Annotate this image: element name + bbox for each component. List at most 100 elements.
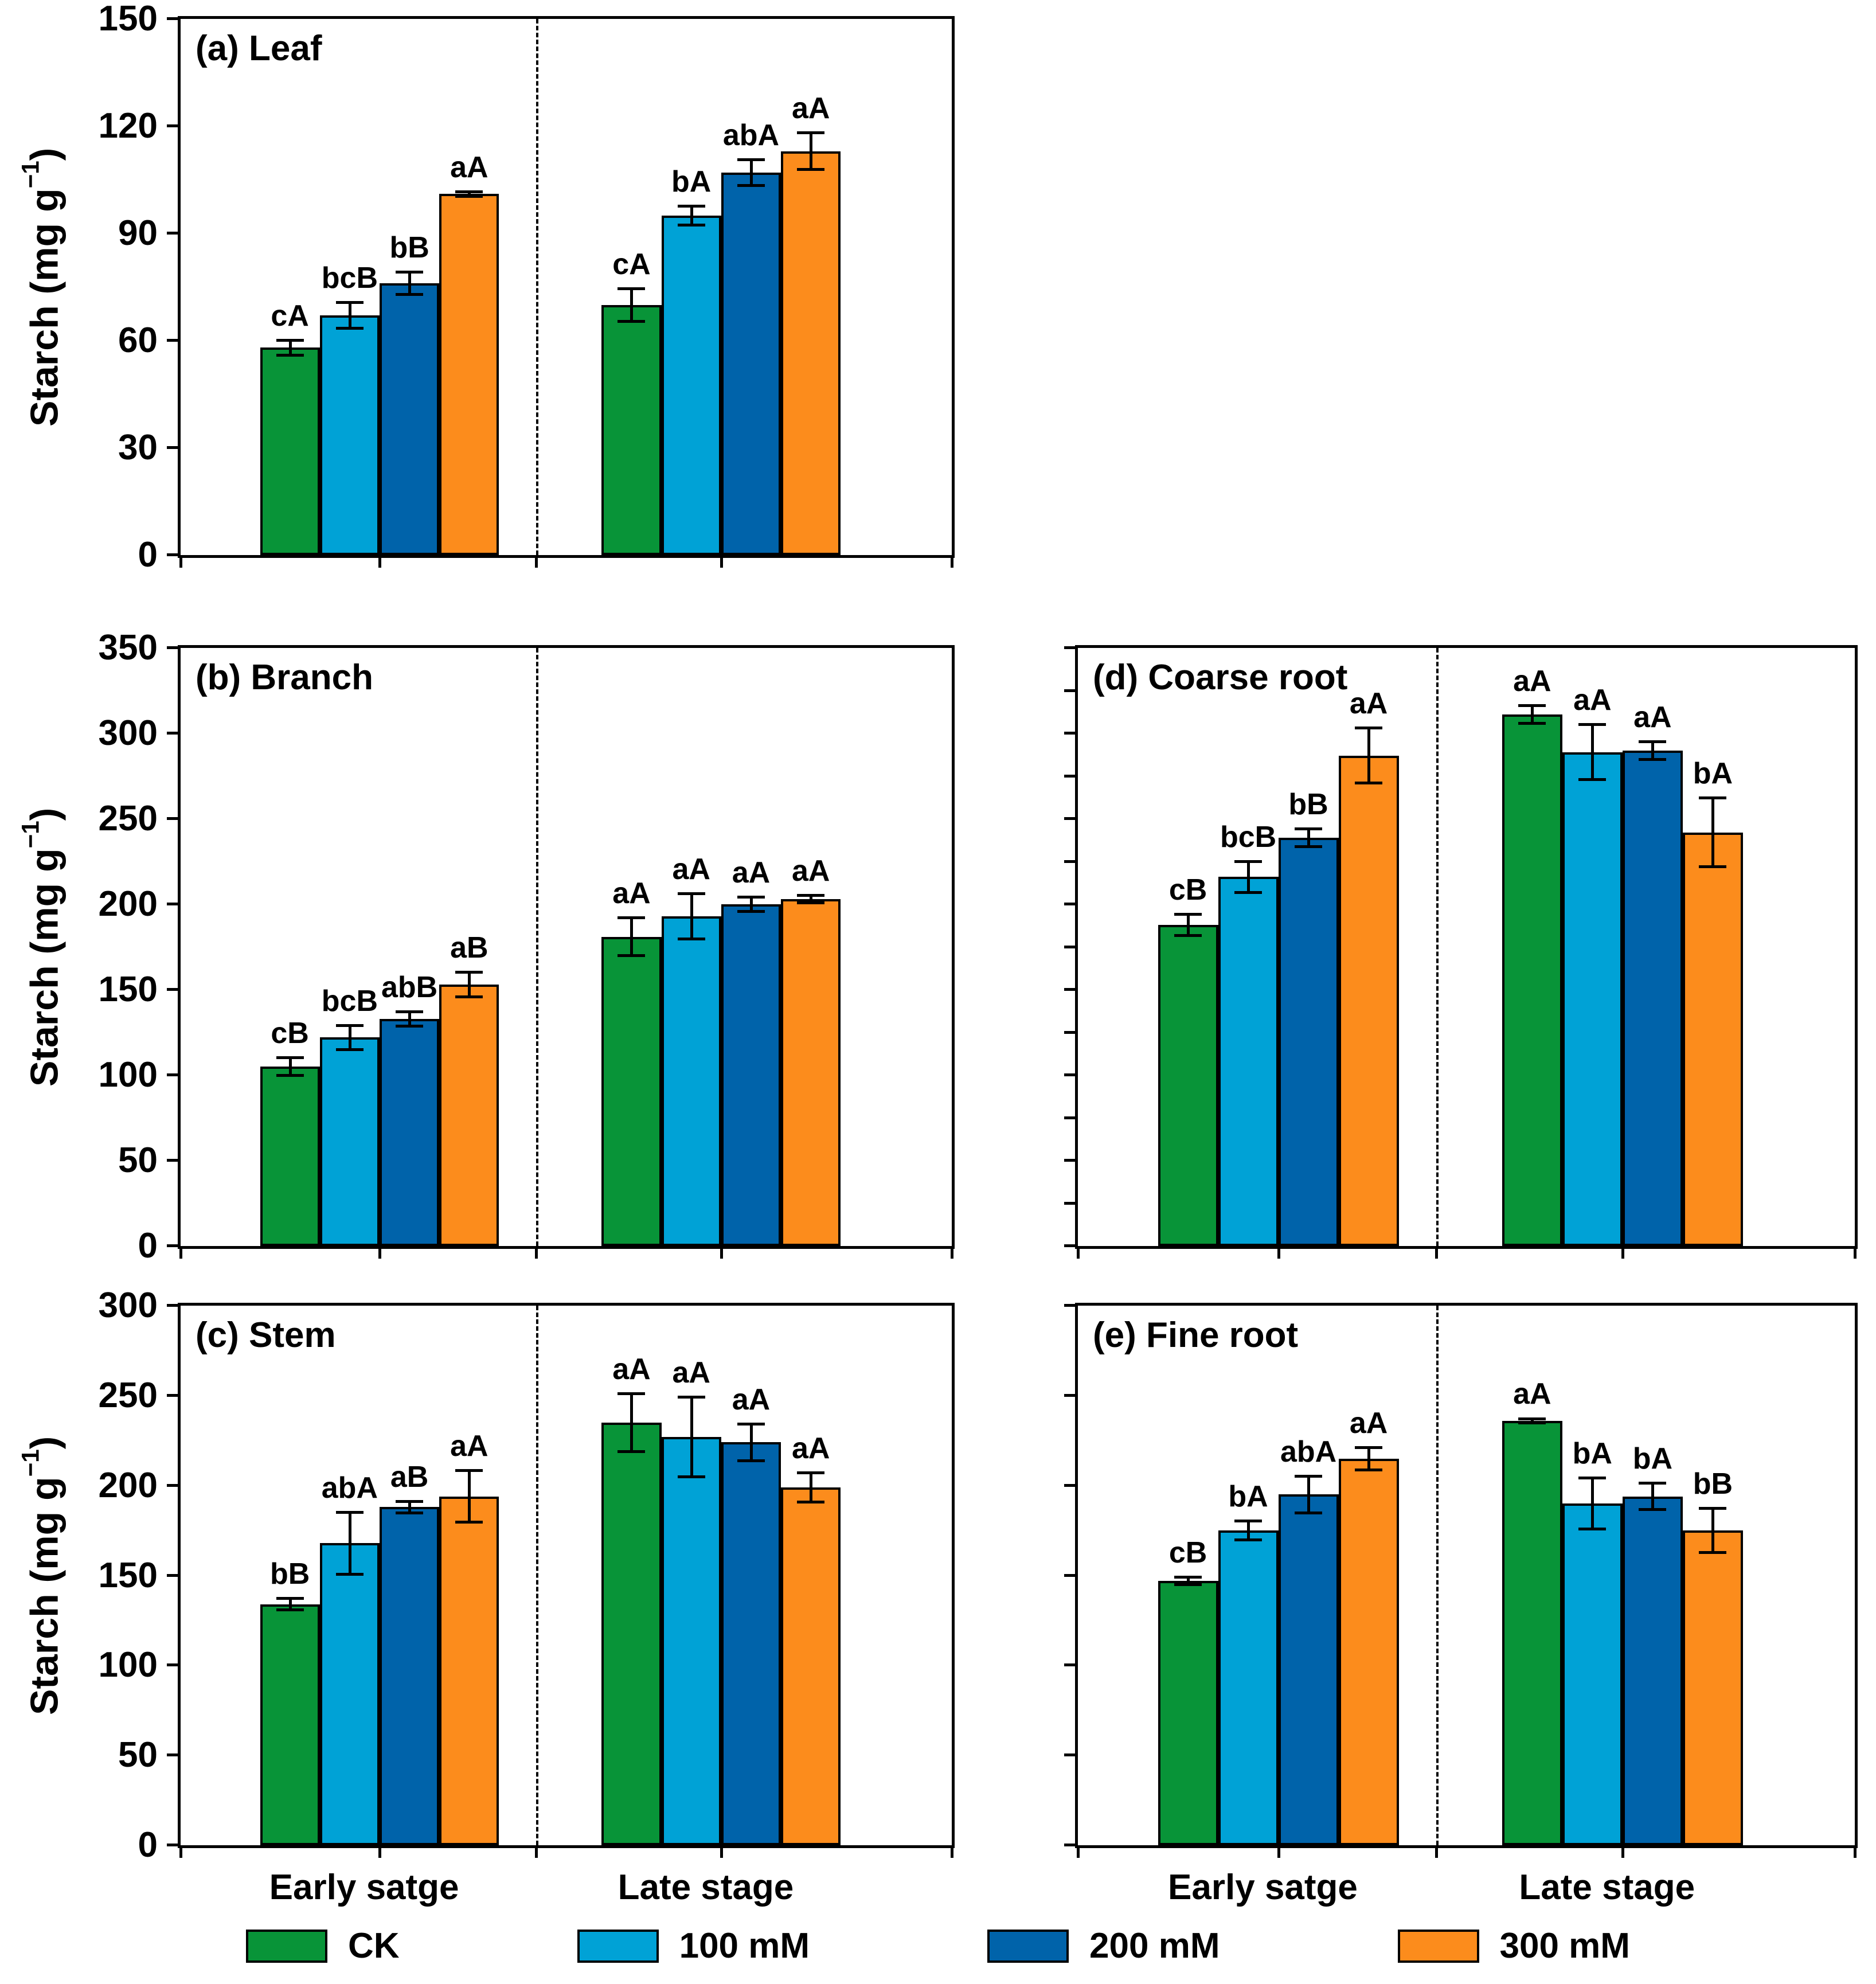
y-tick [1064,646,1078,649]
bar-e-early-satge-300mm [1338,1458,1399,1845]
bar-a-late-stage-100mm [661,215,721,555]
stage-divider [536,19,539,555]
x-tick [378,1845,381,1858]
stage-divider [1436,1306,1439,1845]
error-bar [1355,727,1383,785]
plot-area-a: (a) Leaf 0 30 60 90 120 150 cA bcB bB aA cA bA abA aA [99,1,955,573]
error-bar [797,1471,825,1504]
significance-label: abA [1280,1435,1337,1469]
y-tick [1064,1116,1078,1119]
stage-label-early: Early satge [1168,1868,1358,1907]
error-bar [797,131,825,171]
x-tick [179,555,182,568]
y-axis-title-row1: Starch (mg g−1) [17,147,67,427]
error-bar [1234,860,1263,895]
y-tick [1064,1483,1078,1487]
error-bar [797,894,825,904]
significance-label: abB [381,970,438,1004]
bar-a-early-satge-300mm [439,194,499,555]
error-bar-line [1187,915,1190,934]
x-tick [951,1845,953,1858]
x-tick [1077,1246,1080,1259]
error-bar [1295,827,1323,848]
error-bar-line [749,161,753,184]
x-tick [535,1246,538,1259]
error-bar [1295,1474,1323,1514]
error-bar [455,971,483,998]
x-tick [535,1845,538,1858]
bar-e-late-stage-ck [1502,1420,1562,1845]
y-tick [1064,689,1078,692]
significance-label: bA [671,165,712,199]
x-tick [1435,1845,1438,1858]
y-axis-title-row2: Starch (mg g−1) [17,807,67,1087]
error-bar [1518,704,1546,725]
y-tick [167,124,181,127]
bar-c-late-stage-300mm [781,1487,841,1845]
error-bar [276,1056,304,1077]
plot-area-c: (c) Stem 0 50 100 150 200 250 300 bB abA aB aA aA aA a… [99,1288,955,1907]
y-tick-label: 250 [98,1375,158,1415]
y-tick [167,1393,181,1397]
bar-b-early-satge-100mm [319,1037,380,1246]
y-tick [1064,817,1078,820]
y-tick-label: 150 [98,1555,158,1595]
significance-label: aA [1633,700,1672,734]
bar-d-late-stage-ck [1502,714,1562,1246]
panel-coarse-root: (d) Coarse root cB bcB bB aA aA aA aA bA [1064,645,1858,1259]
y-tick [1064,1393,1078,1397]
error-bar-line [468,193,471,195]
error-bar [335,1510,364,1576]
y-tick [167,17,181,20]
significance-label: bB [1693,1467,1733,1501]
y-tick-label: 100 [98,1055,158,1095]
y-tick [167,1304,181,1307]
significance-label: bcB [1220,820,1277,854]
significance-label: aA [612,876,651,910]
significance-label: bA [1632,1442,1673,1476]
error-bar [617,287,646,323]
bar-c-late-stage-ck [601,1422,662,1845]
y-tick-label: 100 [98,1645,158,1685]
y-tick [1064,1030,1078,1034]
y-tick [1064,1663,1078,1667]
bar-d-early-satge-300mm [1338,755,1399,1246]
error-bar-line [690,1398,693,1476]
legend-item-ck: CK [246,1926,400,1966]
y-tick [1064,1201,1078,1205]
legend-item-200mm: 200 mM [987,1926,1220,1966]
y-tick-label: 0 [138,1226,158,1266]
error-bar [455,190,483,198]
error-bar-line [1531,1420,1534,1422]
error-bar-line [630,290,634,320]
y-tick-label: 300 [98,713,158,753]
bar-b-late-stage-ck [601,936,662,1246]
plot-area-b: (b) Branch 0 50 100 150 200 250 300 350 cB bcB abB a… [99,630,955,1264]
legend-label-100mm: 100 mM [679,1926,810,1966]
error-bar [1234,1520,1263,1541]
error-bar-line [1591,1479,1594,1528]
error-bar-line [1187,1578,1190,1584]
stage-divider [536,648,539,1246]
bar-d-late-stage-100mm [1562,752,1623,1246]
y-tick [167,553,181,556]
significance-label: aA [450,1430,488,1463]
y-tick [167,646,181,649]
error-bar-line [810,1474,813,1501]
bar-b-late-stage-200mm [721,904,781,1246]
error-bar-line [810,897,813,901]
error-bar-line [749,899,753,910]
error-bar-line [1711,1510,1715,1551]
y-tick-label: 30 [118,428,158,467]
y-tick-label: 0 [138,1825,158,1865]
y-tick-label: 350 [98,628,158,667]
legend-swatch-100mm [577,1929,659,1963]
bar-c-early-satge-100mm [319,1543,380,1845]
y-tick-label: 250 [98,799,158,838]
x-tick [378,555,381,568]
bar-b-early-satge-200mm [380,1018,440,1246]
y-tick [167,988,181,991]
x-tick [951,555,953,568]
significance-label: bA [1693,757,1733,791]
y-tick [167,1753,181,1757]
